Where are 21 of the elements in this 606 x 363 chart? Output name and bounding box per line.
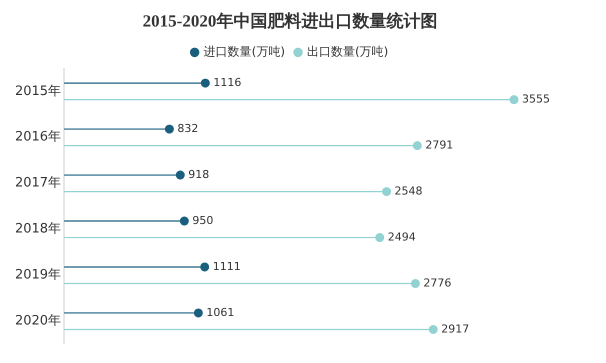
data-label: 3555 <box>522 92 550 106</box>
data-label: 918 <box>188 168 210 181</box>
y-tick-label: 2017年 <box>14 176 62 191</box>
y-tick-label: 2018年 <box>14 222 62 237</box>
data-label: 2548 <box>394 184 423 198</box>
data-label: 2776 <box>423 276 452 290</box>
y-tick-label: 2016年 <box>14 130 62 145</box>
data-label: 1116 <box>213 76 242 89</box>
legend-label: 进口数量(万吨) <box>204 44 286 59</box>
data-label: 832 <box>177 122 198 135</box>
y-tick-label: 2020年 <box>14 314 62 329</box>
data-label: 1061 <box>206 306 234 319</box>
data-label: 2494 <box>388 230 416 244</box>
legend-label: 出口数量(万吨) <box>307 44 388 59</box>
data-label: 1111 <box>212 260 241 273</box>
data-label: 2917 <box>441 322 470 336</box>
chart-title: 2015-2020年中国肥料进出口数量统计图 <box>142 12 438 31</box>
data-label: 2791 <box>425 138 454 152</box>
data-label: 950 <box>192 214 214 227</box>
y-tick-label: 2015年 <box>14 84 62 99</box>
y-tick-label: 2019年 <box>14 268 62 283</box>
